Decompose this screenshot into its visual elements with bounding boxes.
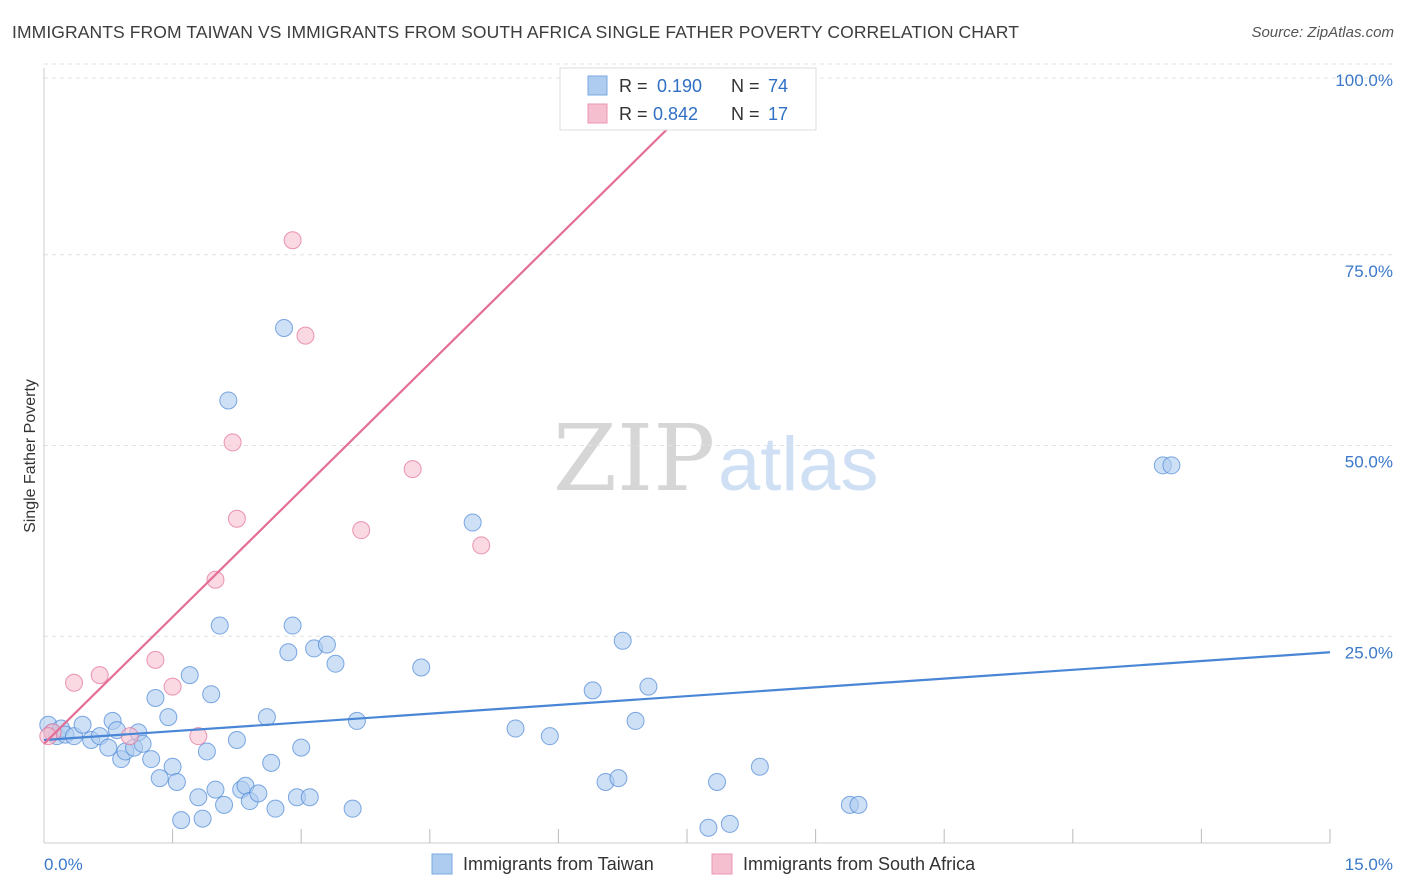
point-south-africa-4 (146, 650, 165, 669)
watermark-atlas: atlas (718, 422, 879, 507)
point-south-africa-6 (189, 727, 208, 746)
point-taiwan-67 (849, 795, 868, 814)
point-taiwan-32 (219, 391, 238, 410)
point-taiwan-64 (720, 814, 739, 833)
bottom-legend-swatch-taiwan (431, 853, 453, 875)
point-south-africa-5 (163, 677, 182, 696)
legend-r-value-1: 0.190 (657, 76, 702, 96)
point-taiwan-60 (626, 711, 645, 730)
point-taiwan-58 (609, 769, 628, 788)
watermark-zip: ZIP (553, 405, 715, 512)
point-taiwan-22 (167, 772, 186, 791)
point-south-africa-2 (90, 666, 109, 685)
legend-swatch-taiwan (587, 75, 608, 96)
legend-r-value-2: 0.842 (653, 104, 698, 124)
point-south-africa-12 (352, 521, 371, 540)
trend-lines (43, 79, 1331, 745)
bottom-legend-label-south-africa: Immigrants from South Africa (743, 854, 976, 874)
point-taiwan-29 (206, 780, 225, 799)
point-south-africa-1 (65, 673, 84, 692)
point-taiwan-28 (202, 685, 221, 704)
point-south-africa-9 (227, 509, 246, 528)
x-ticks (172, 829, 1331, 843)
point-taiwan-6 (73, 715, 92, 734)
chart-title: IMMIGRANTS FROM TAIWAN VS IMMIGRANTS FRO… (12, 22, 1019, 42)
point-south-africa-8 (223, 433, 242, 452)
point-south-africa-13 (403, 460, 422, 479)
point-taiwan-38 (257, 708, 276, 727)
legend-r-label-2: R = (619, 104, 648, 124)
point-taiwan-37 (249, 784, 268, 803)
point-taiwan-40 (266, 799, 285, 818)
point-taiwan-49 (326, 654, 345, 673)
grid-lines (44, 63, 1392, 637)
legend-swatch-south-africa (587, 103, 608, 124)
point-taiwan-31 (215, 795, 234, 814)
point-south-africa-11 (296, 326, 315, 345)
point-taiwan-42 (279, 643, 298, 662)
point-taiwan-69 (1162, 456, 1181, 475)
point-south-africa-3 (120, 727, 139, 746)
point-taiwan-20 (159, 708, 178, 727)
point-taiwan-30 (210, 616, 229, 635)
point-taiwan-52 (412, 658, 431, 677)
point-south-africa-14 (472, 536, 491, 555)
trend-line-taiwan (43, 651, 1331, 742)
point-taiwan-41 (275, 318, 294, 337)
chart-source: Source: ZipAtlas.com (1251, 24, 1394, 41)
point-taiwan-48 (317, 635, 336, 654)
point-south-africa-16 (39, 727, 58, 746)
y-tick-label-50: 50.0% (1345, 453, 1393, 472)
point-taiwan-53 (463, 513, 482, 532)
bottom-legend-label-taiwan: Immigrants from Taiwan (463, 854, 654, 874)
point-taiwan-55 (540, 727, 559, 746)
point-taiwan-25 (189, 788, 208, 807)
point-taiwan-51 (347, 711, 366, 730)
point-south-africa-7 (206, 570, 225, 589)
point-taiwan-62 (699, 818, 718, 837)
trend-line-south-africa (43, 79, 718, 745)
legend-top: R = 0.190 N = 74 R = 0.842 N = 17 (559, 67, 817, 131)
point-taiwan-54 (506, 719, 525, 738)
point-taiwan-26 (193, 809, 212, 828)
y-tick-label-75: 75.0% (1345, 262, 1393, 281)
point-taiwan-18 (146, 689, 165, 708)
point-taiwan-9 (99, 738, 118, 757)
point-taiwan-46 (300, 788, 319, 807)
point-taiwan-56 (583, 681, 602, 700)
legend-r-label-1: R = (619, 76, 648, 96)
point-taiwan-19 (150, 769, 169, 788)
bottom-legend-swatch-south-africa (711, 853, 733, 875)
point-taiwan-21 (163, 757, 182, 776)
y-tick-label-100: 100.0% (1335, 71, 1393, 90)
point-taiwan-59 (613, 631, 632, 650)
point-taiwan-17 (142, 750, 161, 769)
legend-n-label-2: N = (731, 104, 760, 124)
point-taiwan-50 (343, 799, 362, 818)
legend-n-value-1: 74 (768, 76, 788, 96)
point-taiwan-24 (180, 666, 199, 685)
point-south-africa-10 (283, 231, 302, 250)
x-tick-label-min: 0.0% (44, 855, 83, 874)
legend-n-label-1: N = (731, 76, 760, 96)
point-taiwan-45 (292, 738, 311, 757)
y-axis-label: Single Father Poverty (22, 379, 39, 533)
legend-bottom: Immigrants from Taiwan Immigrants from S… (431, 853, 976, 875)
point-taiwan-33 (227, 730, 246, 749)
point-taiwan-61 (639, 677, 658, 696)
point-taiwan-43 (283, 616, 302, 635)
point-taiwan-23 (172, 811, 191, 830)
x-tick-label-max: 15.0% (1345, 855, 1393, 874)
point-taiwan-65 (750, 757, 769, 776)
y-tick-labels: 100.0% 75.0% 50.0% 25.0% (1335, 71, 1393, 662)
y-tick-label-25: 25.0% (1345, 643, 1393, 662)
legend-n-value-2: 17 (768, 104, 788, 124)
point-taiwan-63 (708, 772, 727, 791)
point-taiwan-39 (262, 753, 281, 772)
point-taiwan-27 (197, 742, 216, 761)
